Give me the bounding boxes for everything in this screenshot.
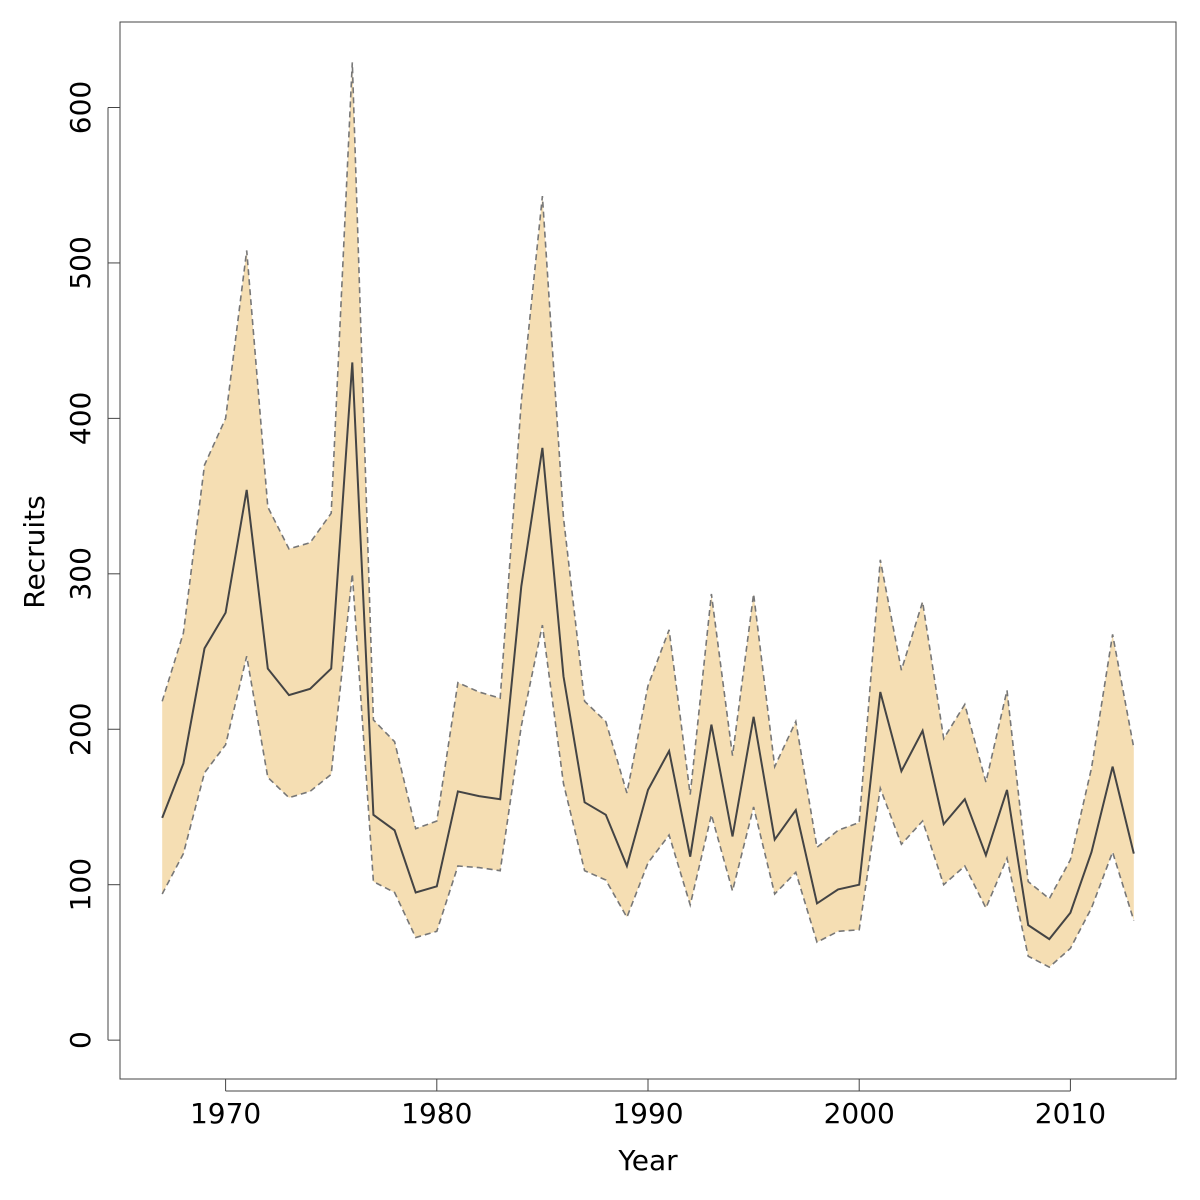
y-tick-label-0: 0 bbox=[64, 1031, 97, 1049]
y-axis: 0 100 200 300 400 500 600 bbox=[64, 81, 120, 1049]
y-tick-label-400: 400 bbox=[64, 392, 97, 445]
x-tick-label-1980: 1980 bbox=[401, 1097, 472, 1130]
y-tick-label-600: 600 bbox=[64, 81, 97, 134]
x-tick-label-2010: 2010 bbox=[1035, 1097, 1106, 1130]
x-axis-title: Year bbox=[617, 1144, 678, 1177]
y-tick-label-300: 300 bbox=[64, 547, 97, 600]
y-tick-label-500: 500 bbox=[64, 236, 97, 289]
x-axis: 1970 1980 1990 2000 2010 bbox=[190, 1079, 1106, 1130]
y-axis-title: Recruits bbox=[18, 495, 51, 608]
band-layer bbox=[162, 62, 1134, 968]
y-tick-label-200: 200 bbox=[64, 703, 97, 756]
x-tick-label-1970: 1970 bbox=[190, 1097, 261, 1130]
y-tick-label-100: 100 bbox=[64, 858, 97, 911]
x-tick-label-2000: 2000 bbox=[824, 1097, 895, 1130]
median-line bbox=[161, 362, 1135, 941]
upper-bound-line bbox=[161, 62, 1135, 900]
credible-interval-band bbox=[162, 62, 1134, 968]
x-tick-label-1990: 1990 bbox=[612, 1097, 683, 1130]
lines-layer bbox=[161, 62, 1135, 969]
